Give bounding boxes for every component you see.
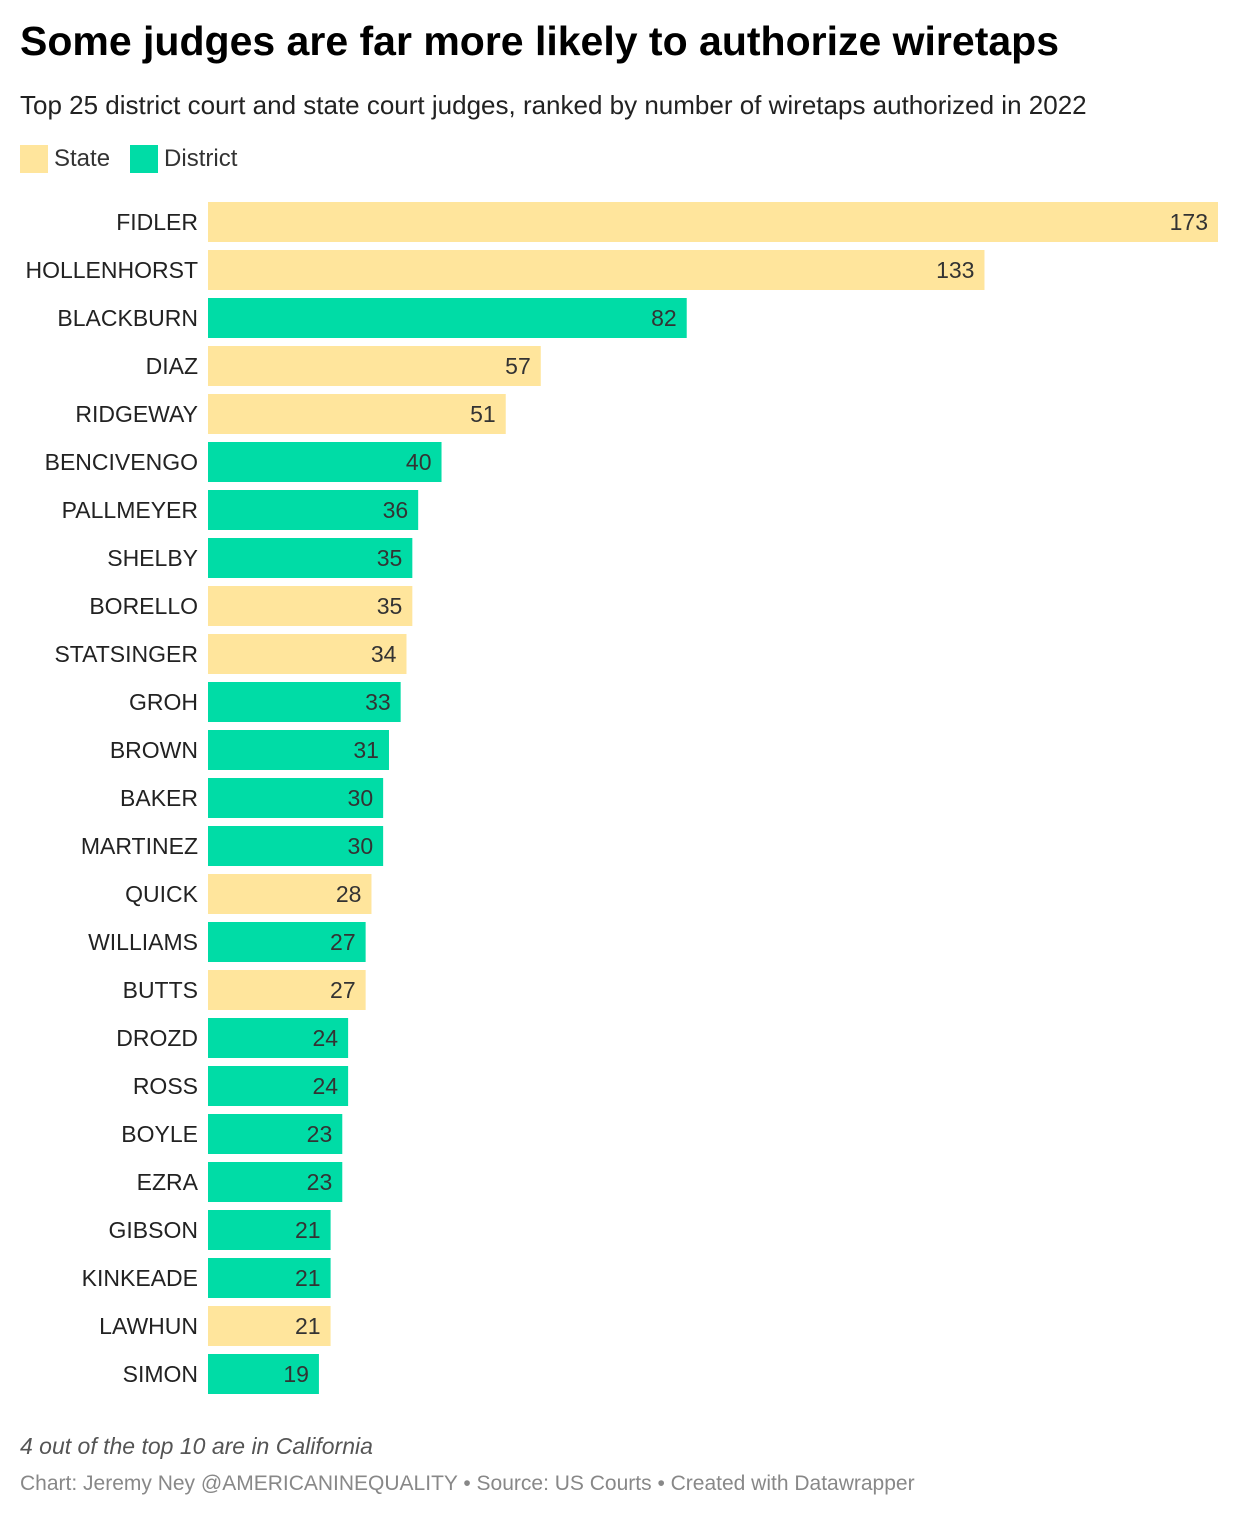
bar-ross <box>208 1066 349 1106</box>
category-label-ezra: EZRA <box>137 1169 199 1195</box>
category-label-borello: BORELLO <box>89 593 198 619</box>
category-label-statsinger: STATSINGER <box>54 641 198 667</box>
value-label-drozd: 24 <box>313 1025 339 1051</box>
bar-ridgeway <box>208 394 506 434</box>
value-label-statsinger: 34 <box>371 641 397 667</box>
value-label-lawhun: 21 <box>295 1313 321 1339</box>
value-label-bencivengo: 40 <box>406 449 432 475</box>
bar-williams <box>208 922 366 962</box>
bar-kinkeade <box>208 1258 331 1298</box>
bar-simon <box>208 1354 319 1394</box>
category-label-boyle: BOYLE <box>121 1121 198 1147</box>
category-label-quick: QUICK <box>125 881 199 907</box>
bar-gibson <box>208 1210 331 1250</box>
category-label-diaz: DIAZ <box>146 353 198 379</box>
legend-label-district: District <box>164 145 238 172</box>
bar-fidler <box>208 202 1218 242</box>
value-label-quick: 28 <box>336 881 362 907</box>
value-label-gibson: 21 <box>295 1217 321 1243</box>
bar-butts <box>208 970 366 1010</box>
value-label-ezra: 23 <box>307 1169 333 1195</box>
value-label-diaz: 57 <box>505 353 531 379</box>
category-label-baker: BAKER <box>120 785 198 811</box>
category-label-kinkeade: KINKEADE <box>82 1265 198 1291</box>
bar-baker <box>208 778 384 818</box>
category-label-shelby: SHELBY <box>107 545 198 571</box>
bar-quick <box>208 874 372 914</box>
category-label-bencivengo: BENCIVENGO <box>45 449 198 475</box>
value-label-pallmeyer: 36 <box>383 497 409 523</box>
category-label-ridgeway: RIDGEWAY <box>75 401 198 427</box>
value-label-simon: 19 <box>283 1361 309 1387</box>
value-label-shelby: 35 <box>377 545 403 571</box>
bar-hollenhorst <box>208 250 985 290</box>
category-label-drozd: DROZD <box>116 1025 198 1051</box>
chart-title: Some judges are far more likely to autho… <box>20 18 1059 64</box>
bar-statsinger <box>208 634 407 674</box>
category-label-fidler: FIDLER <box>116 209 198 235</box>
legend-label-state: State <box>54 145 111 172</box>
value-label-kinkeade: 21 <box>295 1265 321 1291</box>
category-label-lawhun: LAWHUN <box>99 1313 198 1339</box>
value-label-hollenhorst: 133 <box>936 257 974 283</box>
bar-lawhun <box>208 1306 331 1346</box>
value-label-borello: 35 <box>377 593 403 619</box>
category-label-butts: BUTTS <box>123 977 198 1003</box>
chart-subtitle: Top 25 district court and state court ju… <box>20 90 1087 120</box>
chart-note: 4 out of the top 10 are in California <box>20 1433 373 1459</box>
category-label-brown: BROWN <box>110 737 198 763</box>
category-label-hollenhorst: HOLLENHORST <box>25 257 198 283</box>
bar-drozd <box>208 1018 349 1058</box>
legend-swatch-district <box>130 145 159 173</box>
bar-ezra <box>208 1162 343 1202</box>
value-label-ridgeway: 51 <box>470 401 496 427</box>
legend-item-state: State <box>20 145 110 173</box>
bar-chart: FIDLER 173 HOLLENHORST 133 BLACKBURN 82 DIAZ 57… <box>0 195 1240 1405</box>
value-label-butts: 27 <box>330 977 356 1003</box>
bar-blackburn <box>208 298 687 338</box>
bar-diaz <box>208 346 541 386</box>
value-label-fidler: 173 <box>1170 209 1208 235</box>
bar-pallmeyer <box>208 490 419 530</box>
legend: State District <box>20 145 257 173</box>
category-label-williams: WILLIAMS <box>88 929 198 955</box>
value-label-martinez: 30 <box>348 833 374 859</box>
bar-brown <box>208 730 389 770</box>
value-label-boyle: 23 <box>307 1121 333 1147</box>
category-label-simon: SIMON <box>123 1361 198 1387</box>
bar-borello <box>208 586 413 626</box>
legend-swatch-state <box>20 145 48 173</box>
value-label-brown: 31 <box>353 737 379 763</box>
bar-shelby <box>208 538 413 578</box>
value-label-williams: 27 <box>330 929 356 955</box>
chart-credits: Chart: Jeremy Ney @AMERICANINEQUALITY • … <box>20 1472 915 1495</box>
bar-bencivengo <box>208 442 442 482</box>
category-label-gibson: GIBSON <box>109 1217 198 1243</box>
category-label-blackburn: BLACKBURN <box>57 305 198 331</box>
bar-martinez <box>208 826 384 866</box>
value-label-baker: 30 <box>348 785 374 811</box>
value-label-groh: 33 <box>365 689 391 715</box>
value-label-ross: 24 <box>313 1073 339 1099</box>
legend-item-district: District <box>130 145 237 173</box>
category-label-pallmeyer: PALLMEYER <box>62 497 198 523</box>
value-label-blackburn: 82 <box>651 305 677 331</box>
bar-chart-svg: FIDLER 173 HOLLENHORST 133 BLACKBURN 82 DIAZ 57… <box>25 202 1218 1394</box>
bar-groh <box>208 682 401 722</box>
category-label-ross: ROSS <box>133 1073 198 1099</box>
bar-boyle <box>208 1114 343 1154</box>
category-label-groh: GROH <box>129 689 198 715</box>
category-label-martinez: MARTINEZ <box>81 833 198 859</box>
